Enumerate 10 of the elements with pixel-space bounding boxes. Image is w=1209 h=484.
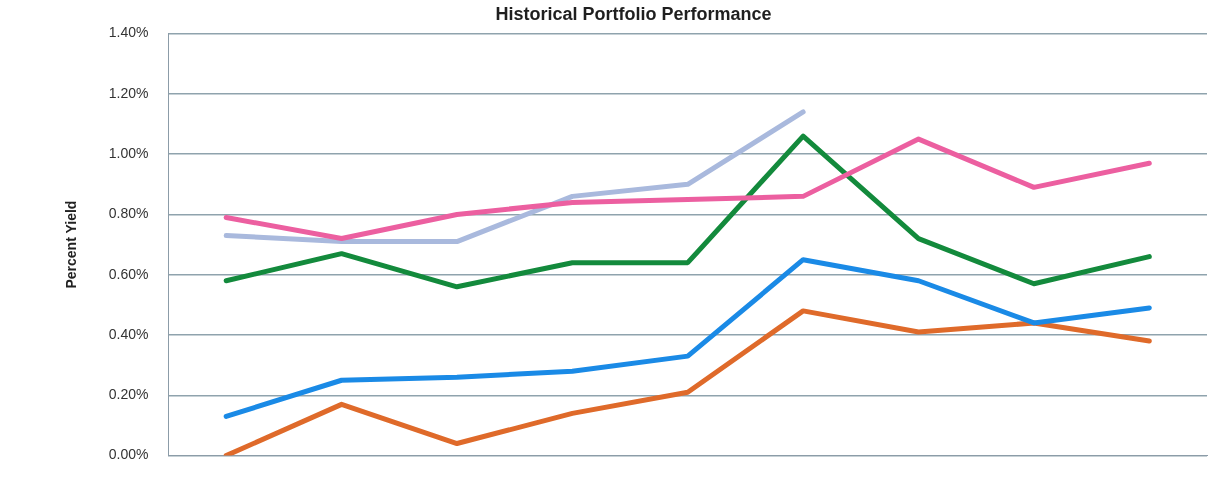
y-tick-label: 0.80% (108, 205, 149, 222)
chart-title: Historical Portfolio Performance (495, 3, 772, 24)
y-tick-label: 0.00% (108, 446, 149, 463)
y-axis-title: Percent Yield (63, 200, 80, 289)
y-tick-label: 0.20% (108, 386, 149, 403)
y-tick-label: 1.20% (108, 84, 149, 101)
y-tick-label: 0.60% (108, 265, 149, 282)
y-tick-label: 1.00% (108, 145, 149, 162)
y-tick-label: 1.40% (108, 24, 149, 41)
y-tick-label: 0.40% (108, 325, 149, 342)
